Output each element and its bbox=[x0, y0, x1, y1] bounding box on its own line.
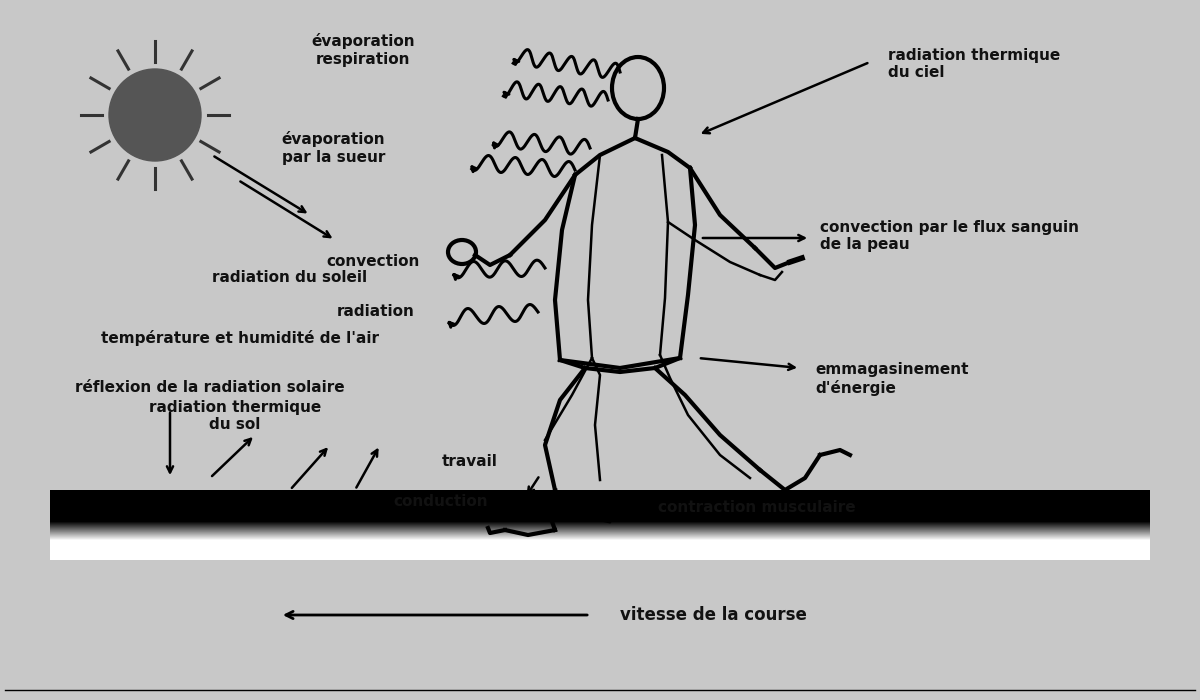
Text: conduction: conduction bbox=[394, 494, 488, 510]
Circle shape bbox=[109, 69, 202, 161]
Text: emmagasinement
d'énergie: emmagasinement d'énergie bbox=[815, 362, 968, 396]
Text: radiation thermique
du sol: radiation thermique du sol bbox=[149, 400, 322, 432]
Text: contraction musculaire: contraction musculaire bbox=[658, 500, 856, 515]
Text: radiation: radiation bbox=[337, 304, 415, 319]
Text: convection par le flux sanguin
de la peau: convection par le flux sanguin de la pea… bbox=[820, 220, 1079, 253]
Text: évaporation
respiration: évaporation respiration bbox=[311, 34, 415, 66]
Text: radiation thermique
du ciel: radiation thermique du ciel bbox=[888, 48, 1061, 80]
Text: travail: travail bbox=[442, 454, 498, 470]
Text: température et humidité de l'air: température et humidité de l'air bbox=[101, 330, 379, 346]
Text: évaporation
par la sueur: évaporation par la sueur bbox=[281, 132, 385, 164]
Text: vitesse de la course: vitesse de la course bbox=[620, 606, 806, 624]
Text: réflexion de la radiation solaire: réflexion de la radiation solaire bbox=[74, 380, 344, 395]
Text: radiation du soleil: radiation du soleil bbox=[212, 270, 367, 285]
Text: convection: convection bbox=[326, 255, 420, 270]
